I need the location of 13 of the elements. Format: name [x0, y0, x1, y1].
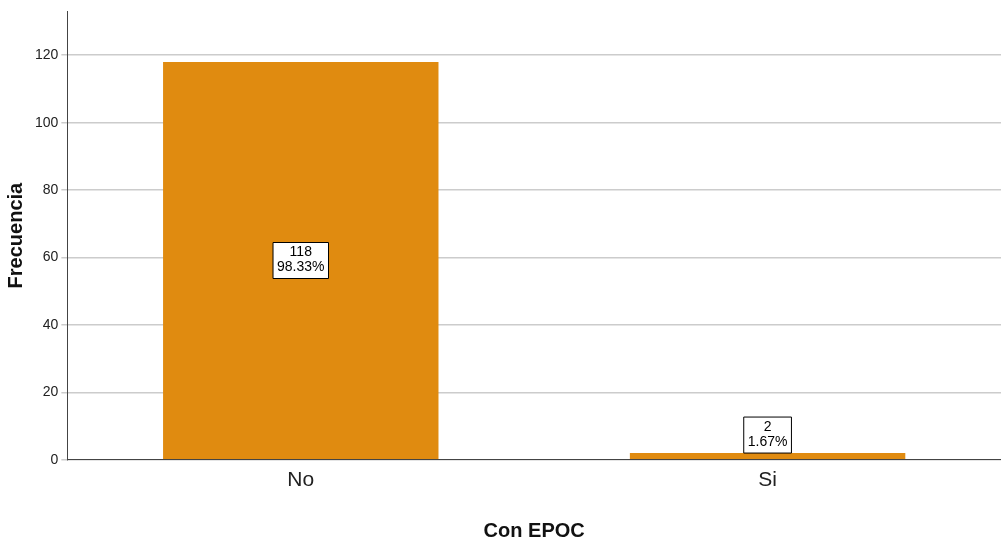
x-tick-label: Si [758, 467, 777, 491]
data-label: 118 98.33% [277, 243, 325, 275]
data-label: 2 1.67% [747, 417, 788, 449]
y-axis-title: Frecuencia [3, 181, 26, 289]
x-axis-title: Con EPOC [483, 518, 585, 541]
y-tick-label: 20 [42, 383, 59, 400]
y-tick-label: 100 [35, 113, 59, 130]
y-tick-label: 80 [42, 180, 59, 197]
y-tick-label: 0 [50, 450, 59, 467]
x-tick-label: No [287, 467, 315, 491]
y-tick-label: 120 [35, 46, 59, 63]
y-tick-label: 60 [42, 248, 59, 265]
y-tick-label: 40 [42, 315, 59, 332]
